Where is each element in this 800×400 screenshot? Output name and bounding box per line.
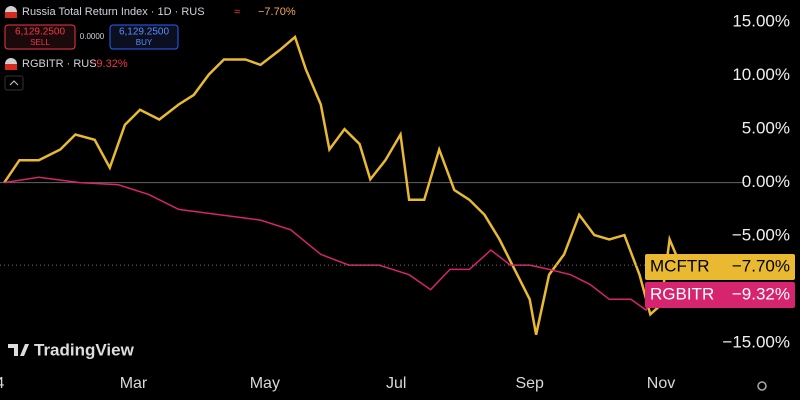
- last-value-label: −7.70%: [732, 256, 790, 275]
- x-tick-label: Mar: [120, 375, 148, 392]
- y-tick-label: 15.00%: [732, 12, 790, 31]
- flag-stripe: [5, 12, 17, 18]
- settings-icon[interactable]: [757, 381, 767, 391]
- last-value-box: [645, 254, 795, 280]
- x-tick-label: May: [250, 375, 280, 392]
- buy-label: BUY: [136, 38, 153, 47]
- x-tick-label: Sep: [515, 375, 544, 392]
- symbol-title: Russia Total Return Index · 1D · RUS: [22, 6, 205, 18]
- x-tick-label: Nov: [647, 375, 675, 392]
- y-tick-label: 5.00%: [742, 119, 790, 138]
- header-legend: Russia Total Return Index · 1D · RUS ≈ −…: [4, 6, 296, 91]
- spread: 0.0000: [80, 32, 105, 41]
- last-value-name: MCFTR: [650, 256, 709, 275]
- y-tick-label: 0.00%: [742, 172, 790, 191]
- compare-icon: ≈: [234, 6, 240, 18]
- y-tick-label: −5.00%: [732, 226, 790, 245]
- series-line: [3, 34, 682, 335]
- symbol-change: −7.70%: [258, 6, 296, 18]
- x-tick-label: 24: [0, 375, 4, 392]
- chevron-icon: [9, 80, 19, 86]
- y-tick-label: −15.00%: [722, 333, 790, 352]
- x-tick-label: Jul: [386, 375, 406, 392]
- plot-area: [0, 34, 745, 335]
- buy-price: 6,129.2500: [119, 27, 169, 38]
- collapse-button[interactable]: [4, 75, 24, 91]
- sell-button[interactable]: [4, 24, 76, 50]
- watermark-text: TradingView: [34, 340, 135, 359]
- logo-icon: [8, 344, 29, 356]
- watermark: TradingView: [8, 340, 135, 359]
- last-value-name: RGBITR: [650, 284, 714, 303]
- sell-label: SELL: [30, 38, 50, 47]
- compare-title: RGBITR · RUS: [22, 58, 97, 70]
- series-line: [4, 176, 681, 312]
- sell-price: 6,129.2500: [15, 27, 65, 38]
- last-value-label: −9.32%: [732, 284, 790, 303]
- last-value-box: [645, 282, 795, 308]
- y-tick-label: 10.00%: [732, 65, 790, 84]
- flag-stripe: [5, 64, 17, 70]
- compare-change: −9.32%: [90, 58, 128, 70]
- buy-button[interactable]: [109, 24, 179, 50]
